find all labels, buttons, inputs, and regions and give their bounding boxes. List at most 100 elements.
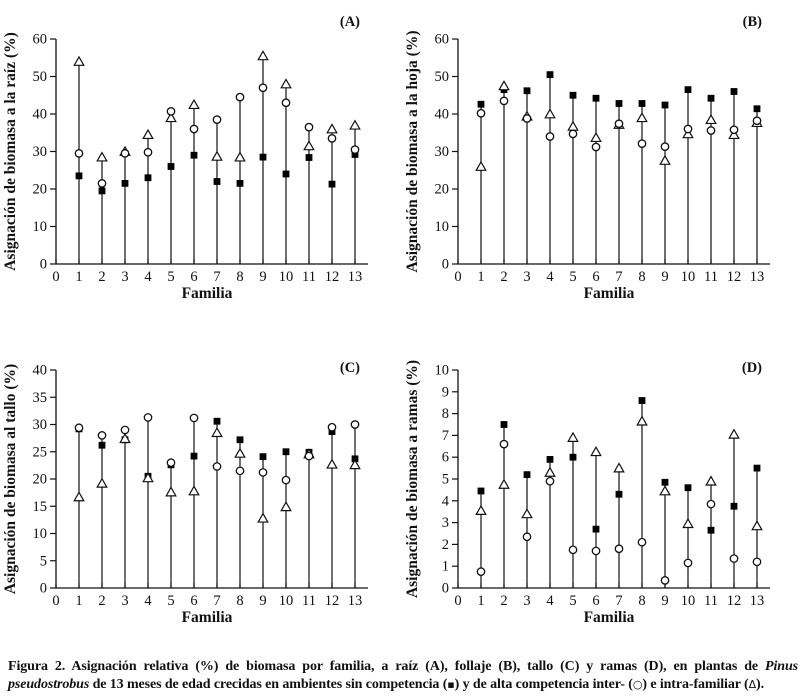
marker-open-circle	[235, 92, 245, 102]
y-tick-label: 6	[442, 450, 449, 466]
marker-open-triangle	[659, 154, 671, 165]
marker-open-triangle	[165, 486, 177, 497]
y-tick-label: 40	[435, 107, 450, 123]
y-tick-label: 60	[435, 32, 450, 48]
y-tick-label: 10	[33, 526, 48, 542]
caption-marker-icon: ○	[632, 677, 643, 691]
marker-open-circle	[235, 466, 245, 476]
marker-filled-square	[167, 163, 175, 170]
marker-open-circle	[522, 532, 532, 542]
x-tick-label: 4	[144, 593, 152, 609]
data-points	[73, 50, 361, 264]
x-tick-label: 11	[302, 593, 316, 609]
x-tick-label: 2	[98, 269, 105, 285]
marker-filled-square	[98, 187, 106, 195]
panel-label: (D)	[742, 360, 762, 376]
marker-open-triangle	[188, 98, 200, 110]
family-13-group	[751, 464, 763, 588]
data-points	[475, 397, 763, 588]
marker-open-circle	[476, 108, 486, 118]
marker-open-triangle	[705, 475, 717, 486]
marker-filled-square	[477, 100, 485, 108]
family-10-group	[682, 86, 694, 264]
panel-label: (C)	[340, 360, 360, 376]
marker-open-circle	[120, 149, 130, 158]
x-tick-label: 5	[569, 593, 576, 609]
marker-open-circle	[120, 425, 130, 435]
x-tick-label: 8	[638, 269, 645, 285]
y-tick-label: 40	[33, 363, 48, 379]
y-tick-label: 0	[442, 257, 449, 273]
x-tick-label: 7	[213, 593, 220, 609]
marker-open-circle	[706, 499, 716, 509]
caption-segment: Pinus pseudostrobus	[8, 659, 798, 692]
marker-open-triangle	[211, 426, 223, 438]
family-5-group	[165, 107, 177, 264]
x-tick-label: 1	[477, 269, 484, 285]
x-tick-label: 9	[259, 593, 266, 609]
marker-open-triangle	[234, 151, 246, 162]
y-tick-label: 0	[442, 581, 449, 597]
marker-open-triangle	[636, 111, 648, 123]
marker-open-triangle	[119, 432, 131, 444]
y-tick-label: 30	[33, 417, 48, 433]
x-tick-label: 6	[190, 593, 197, 609]
family-12-group	[728, 88, 740, 264]
x-tick-label: 11	[704, 593, 718, 609]
family-2-group	[96, 151, 108, 264]
marker-open-triangle	[521, 508, 533, 519]
marker-filled-square	[707, 94, 715, 102]
marker-open-circle	[212, 462, 222, 471]
marker-filled-square	[753, 464, 761, 472]
x-tick-label: 7	[615, 269, 622, 285]
panel-label: (A)	[340, 14, 360, 30]
marker-open-triangle	[96, 477, 108, 488]
marker-open-circle	[258, 468, 268, 477]
marker-open-circle	[143, 147, 153, 157]
marker-open-circle	[614, 119, 624, 129]
family-4-group	[142, 128, 154, 264]
marker-open-triangle	[326, 458, 338, 469]
marker-open-triangle	[96, 151, 108, 162]
y-tick-label: 30	[33, 144, 48, 160]
x-tick-label: 6	[592, 593, 599, 609]
x-tick-label: 9	[259, 269, 266, 285]
family-11-group	[303, 122, 315, 264]
y-axis-title: Asignación de biomasa a la raíz (%)	[2, 32, 19, 271]
y-axis-title: Asignación de biomasa a ramas (%)	[404, 360, 421, 598]
y-tick-label: 0	[40, 581, 47, 597]
x-tick-label: 8	[638, 593, 645, 609]
family-1-group	[475, 100, 487, 264]
marker-open-circle	[143, 413, 153, 422]
x-tick-label: 5	[569, 269, 576, 285]
caption-segment: de 13 meses de edad crecidas en ambiente…	[89, 676, 448, 692]
x-tick-label: 4	[144, 269, 152, 285]
marker-open-triangle	[567, 431, 579, 442]
marker-filled-square	[569, 91, 577, 99]
marker-open-triangle	[636, 415, 648, 426]
y-tick-label: 4	[442, 493, 450, 509]
x-tick-label: 1	[75, 269, 82, 285]
caption-segment: ).	[756, 676, 764, 692]
marker-open-circle	[281, 475, 291, 485]
x-tick-label: 12	[325, 269, 340, 285]
marker-filled-square	[638, 100, 646, 107]
marker-filled-square	[592, 525, 600, 533]
x-tick-label: 0	[52, 269, 59, 285]
x-tick-label: 2	[500, 593, 507, 609]
y-tick-label: 15	[33, 499, 48, 515]
marker-filled-square	[213, 178, 221, 185]
x-axis-title: Familia	[584, 285, 635, 302]
family-12-group	[326, 123, 338, 264]
y-tick-label: 5	[40, 553, 47, 569]
marker-open-triangle	[73, 55, 85, 66]
y-axis-title: Asignación de biomasa a la hoja (%)	[404, 31, 421, 273]
marker-open-circle	[729, 554, 739, 563]
marker-filled-square	[236, 436, 244, 444]
family-9-group	[257, 453, 269, 588]
family-7-group	[211, 115, 223, 264]
marker-open-circle	[706, 126, 716, 135]
family-2-group	[498, 80, 510, 264]
family-3-group	[119, 145, 131, 264]
